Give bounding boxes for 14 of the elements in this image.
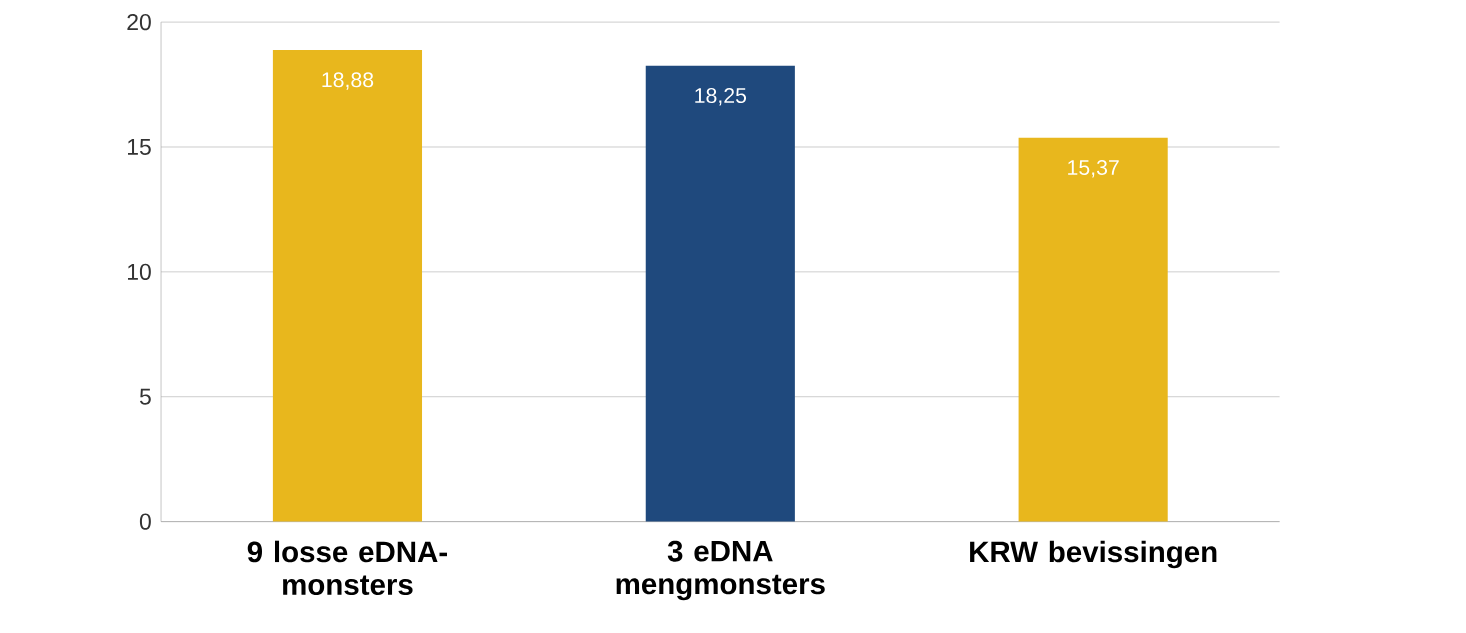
y-tick-label: 0: [139, 513, 151, 530]
data-label: 15,37: [1068, 159, 1119, 178]
y-tick-label: 20: [127, 13, 151, 31]
bar: [645, 65, 795, 522]
bar: [1018, 137, 1168, 522]
data-label: 18,88: [322, 72, 374, 90]
y-tick-label: 5: [139, 388, 151, 405]
x-tick-label: 3 eDNA mengmonsters: [616, 540, 825, 601]
y-tick-label: 10: [128, 263, 151, 280]
bar: [272, 50, 423, 522]
y-tick-label: 15: [128, 139, 151, 156]
x-tick-label: KRW bevissingen: [970, 540, 1217, 569]
data-label: 18,25: [695, 87, 747, 106]
x-tick-label: 9 losse eDNA-monsters: [247, 540, 447, 596]
